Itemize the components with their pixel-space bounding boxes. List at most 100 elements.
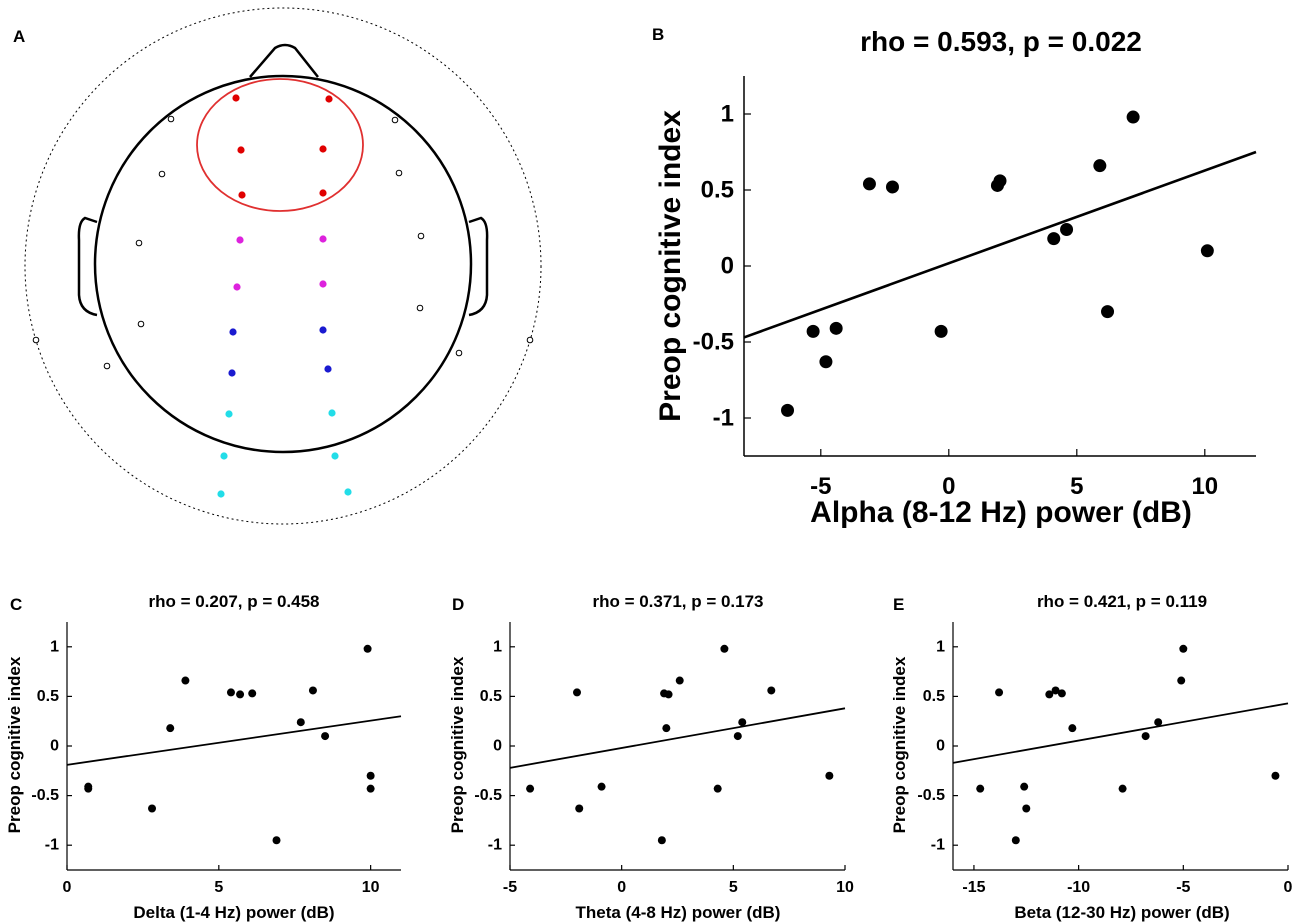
data-point-b: [806, 324, 820, 338]
data-point-d: [713, 784, 722, 793]
y-tick-label-d: -1: [488, 837, 502, 854]
data-point-c: [248, 689, 257, 698]
electrode-occipital: [328, 409, 336, 417]
data-point-d: [738, 718, 747, 727]
data-point-c: [181, 676, 190, 685]
electrode-unused: [455, 349, 463, 357]
chart-title-d: rho = 0.371, p = 0.173: [592, 592, 763, 611]
y-tick-label-d: 1: [493, 638, 502, 655]
chart-title-b: rho = 0.593, p = 0.022: [860, 26, 1142, 57]
data-point-e: [976, 784, 985, 793]
data-point-e: [1057, 689, 1066, 698]
data-point-b: [781, 403, 795, 417]
y-tick-label-c: -0.5: [31, 787, 59, 804]
data-point-b: [1093, 159, 1107, 173]
regression-line-d: [509, 707, 846, 769]
data-point-b: [993, 174, 1007, 188]
data-point-e: [1179, 644, 1188, 653]
x-axis-label-c: Delta (1-4 Hz) power (dB): [133, 903, 334, 922]
data-point-b: [1126, 110, 1140, 124]
data-point-c: [363, 644, 372, 653]
plot-area-e: -15 -10 -5 0 -1 -0.5 0 0.5 1: [917, 638, 1292, 896]
chart-title-c: rho = 0.207, p = 0.458: [148, 592, 319, 611]
y-tick-label-d: -0.5: [474, 787, 502, 804]
data-point-c: [321, 732, 330, 741]
y-axis-label-b: Preop cognitive index: [654, 110, 687, 422]
y-axis-label-e: Preop cognitive index: [890, 656, 909, 833]
data-point-e: [1022, 804, 1031, 813]
y-tick-label-b: 0: [721, 253, 734, 280]
y-tick-label-e: 0: [936, 738, 945, 755]
data-point-b: [934, 324, 948, 338]
y-tick-label-d: 0: [493, 738, 502, 755]
data-point-d: [657, 836, 666, 845]
panel-c: C rho = 0.207, p = 0.458 Delta (1-4 Hz) …: [5, 592, 402, 922]
x-tick-label-e: -15: [962, 879, 985, 896]
chart-title-e: rho = 0.421, p = 0.119: [1037, 592, 1207, 611]
x-axis-label-e: Beta (12-30 Hz) power (dB): [1014, 903, 1229, 922]
electrode-frontal: [237, 146, 245, 154]
data-point-b: [829, 321, 843, 335]
x-tick-label-c: 5: [214, 879, 223, 896]
data-point-d: [825, 771, 834, 780]
data-point-d: [675, 676, 684, 685]
electrode-occipital: [225, 410, 233, 418]
electrode-frontal: [319, 189, 327, 197]
electrode-parietal: [228, 369, 236, 377]
panel-label-a: A: [13, 27, 25, 46]
electrode-unused: [103, 362, 111, 370]
y-tick-label-e: -1: [931, 837, 945, 854]
electrode-parietal: [319, 326, 327, 334]
x-axis-label-b: Alpha (8-12 Hz) power (dB): [810, 496, 1192, 529]
electrode-frontal: [319, 145, 327, 153]
electrode-central: [319, 235, 327, 243]
panel-label-b: B: [652, 25, 664, 44]
electrode-unused: [137, 320, 145, 328]
x-tick-label-d: -5: [503, 879, 517, 896]
data-point-c: [366, 771, 375, 780]
electrode-occipital: [217, 490, 225, 498]
plot-area-d: -5 0 5 10 -1 -0.5 0 0.5 1: [474, 638, 854, 896]
electrode-unused: [416, 304, 424, 312]
regression-line-c: [66, 715, 402, 766]
data-point-b: [819, 355, 833, 369]
data-point-c: [296, 718, 305, 727]
x-tick-label-d: 0: [617, 879, 626, 896]
data-point-e: [1011, 836, 1020, 845]
x-tick-label-b: 5: [1070, 473, 1083, 500]
data-point-b: [1101, 305, 1115, 319]
x-tick-label-b: -5: [810, 473, 831, 500]
data-point-c: [308, 686, 317, 695]
data-point-c: [272, 836, 281, 845]
electrode-parietal: [324, 365, 332, 373]
regression-line-b: [743, 150, 1257, 339]
electrode-frontal: [325, 95, 333, 103]
data-point-b: [1047, 232, 1061, 246]
data-point-c: [366, 784, 375, 793]
x-tick-label-b: 0: [942, 473, 955, 500]
electrode-occipital: [331, 452, 339, 460]
panel-label-d: D: [452, 595, 464, 614]
data-point-c: [236, 690, 245, 699]
data-point-c: [226, 688, 235, 697]
y-axis-label-d: Preop cognitive index: [448, 656, 467, 833]
x-tick-label-e: 0: [1284, 879, 1293, 896]
x-tick-label-c: 10: [362, 879, 380, 896]
electrode-unused: [526, 336, 534, 344]
x-tick-label-e: -10: [1067, 879, 1090, 896]
data-point-e: [1141, 732, 1150, 741]
electrode-unused: [32, 336, 40, 344]
data-point-b: [1200, 244, 1214, 258]
right-ear-outline: [468, 216, 489, 317]
data-point-d: [662, 724, 671, 733]
data-point-d: [573, 688, 581, 697]
electrode-unused: [158, 170, 166, 178]
electrode-unused: [391, 116, 399, 124]
data-point-d: [526, 784, 535, 793]
y-tick-label-e: 0.5: [923, 688, 945, 705]
data-point-d: [575, 804, 584, 813]
x-tick-label-b: 10: [1191, 473, 1218, 500]
data-point-e: [1020, 782, 1029, 791]
y-tick-label-c: 1: [50, 638, 59, 655]
